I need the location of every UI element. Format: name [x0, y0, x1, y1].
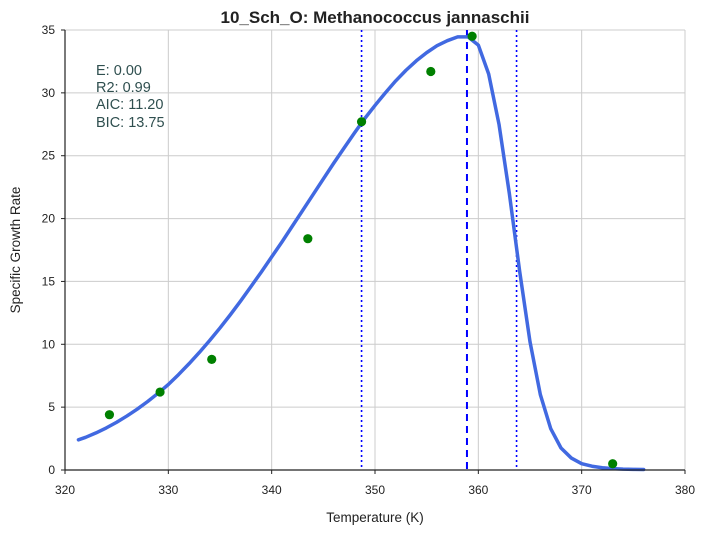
data-point: [356, 117, 367, 127]
y-axis-label: Specific Growth Rate: [8, 187, 23, 314]
x-tick-label: 380: [675, 483, 695, 497]
y-tick-label: 0: [48, 463, 55, 477]
x-tick-label: 360: [468, 483, 488, 497]
x-tick-label: 350: [365, 483, 385, 497]
y-tick-label: 10: [42, 337, 56, 351]
stats-line-e: E: 0.00: [96, 63, 142, 79]
observed-points: [104, 31, 618, 469]
y-tick-label: 20: [42, 212, 56, 226]
chart-title: 10_Sch_O: Methanococcus jannaschii: [221, 8, 530, 27]
y-tick-label: 25: [42, 149, 56, 163]
y-tick-labels: 0 5 10 15 20 25 30 35: [42, 23, 65, 477]
stats-line-r2: R2: 0.99: [96, 80, 151, 96]
y-tick-label: 15: [42, 274, 56, 288]
x-tick-label: 320: [55, 483, 75, 497]
y-tick-label: 30: [42, 86, 56, 100]
x-tick-labels: 320 330 340 350 360 370 380: [55, 470, 695, 497]
data-point: [155, 387, 165, 397]
data-point: [467, 31, 477, 41]
x-tick-label: 330: [158, 483, 178, 497]
y-tick-label: 35: [42, 23, 56, 37]
data-point: [104, 410, 115, 420]
data-point: [303, 234, 313, 244]
data-point: [608, 459, 618, 469]
stats-line-bic: BIC: 13.75: [96, 115, 165, 131]
x-axis-label: Temperature (K): [326, 510, 424, 525]
stats-line-aic: AIC: 11.20: [96, 97, 163, 113]
y-tick-label: 5: [48, 400, 55, 414]
data-point: [426, 66, 436, 77]
x-tick-label: 340: [262, 483, 282, 497]
x-tick-label: 370: [572, 483, 592, 497]
stats-box: E: 0.00 R2: 0.99 AIC: 11.20 BIC: 13.75: [96, 63, 165, 131]
data-point: [207, 354, 217, 364]
